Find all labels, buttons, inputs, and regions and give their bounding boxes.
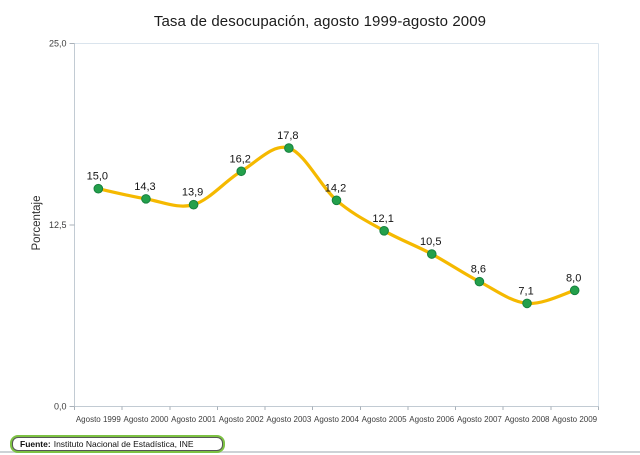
source-box: Fuente: Instituto Nacional de Estadística… bbox=[12, 437, 223, 451]
source-label: Fuente: bbox=[20, 439, 51, 449]
marker-point bbox=[522, 298, 532, 309]
data-label: 14,3 bbox=[134, 181, 155, 193]
data-label: 12,1 bbox=[372, 213, 393, 225]
data-label: 15,0 bbox=[87, 171, 108, 183]
source-text: Instituto Nacional de Estadística, INE bbox=[53, 439, 194, 449]
x-axis-label: Agosto 2005 bbox=[362, 415, 407, 424]
chart-title: Tasa de desocupación, agosto 1999-agosto… bbox=[153, 13, 487, 30]
data-label: 7,1 bbox=[518, 285, 533, 297]
marker-point bbox=[474, 276, 485, 287]
marker-point bbox=[188, 199, 199, 210]
x-axis-label: Agosto 2009 bbox=[552, 415, 597, 424]
y-tick-label: 25,0 bbox=[49, 39, 67, 49]
x-axis-label: Agosto 2008 bbox=[505, 415, 550, 424]
data-label: 8,6 bbox=[471, 264, 486, 276]
data-label: 17,8 bbox=[277, 130, 298, 142]
marker-point bbox=[379, 226, 389, 236]
marker-point bbox=[141, 194, 151, 204]
marker-point bbox=[284, 143, 294, 153]
x-axis-label: Agosto 1999 bbox=[76, 415, 121, 424]
data-label: 8,0 bbox=[566, 272, 581, 284]
data-label: 10,5 bbox=[420, 236, 441, 248]
series-line bbox=[96, 145, 577, 306]
x-axis-label: Agosto 2004 bbox=[314, 415, 359, 424]
marker-point bbox=[93, 183, 104, 194]
marker-point bbox=[331, 195, 342, 206]
markers-group: 15,0 14,3 13,9 16,2 17,8 14,2 12,1 10,5 8,6 7,1 8,… bbox=[87, 130, 581, 309]
x-axis-label: Agosto 2007 bbox=[457, 415, 502, 424]
y-tick-label: 0,0 bbox=[54, 402, 67, 412]
marker-point bbox=[426, 249, 437, 259]
x-axis-label: Agosto 2002 bbox=[219, 415, 264, 424]
y-tick-label: 12,5 bbox=[49, 220, 67, 230]
x-axis-label: Agosto 2003 bbox=[266, 415, 311, 424]
data-label: 13,9 bbox=[182, 187, 203, 199]
x-axis-label: Agosto 2006 bbox=[409, 415, 454, 424]
marker-point bbox=[569, 285, 580, 296]
axes-group bbox=[69, 43, 599, 410]
x-axis-label: Agosto 2001 bbox=[171, 415, 216, 424]
data-label: 14,2 bbox=[325, 182, 346, 194]
x-axis-label: Agosto 2000 bbox=[123, 415, 168, 424]
bottom-divider bbox=[0, 451, 640, 453]
marker-point bbox=[236, 166, 247, 177]
data-label: 16,2 bbox=[230, 153, 251, 165]
